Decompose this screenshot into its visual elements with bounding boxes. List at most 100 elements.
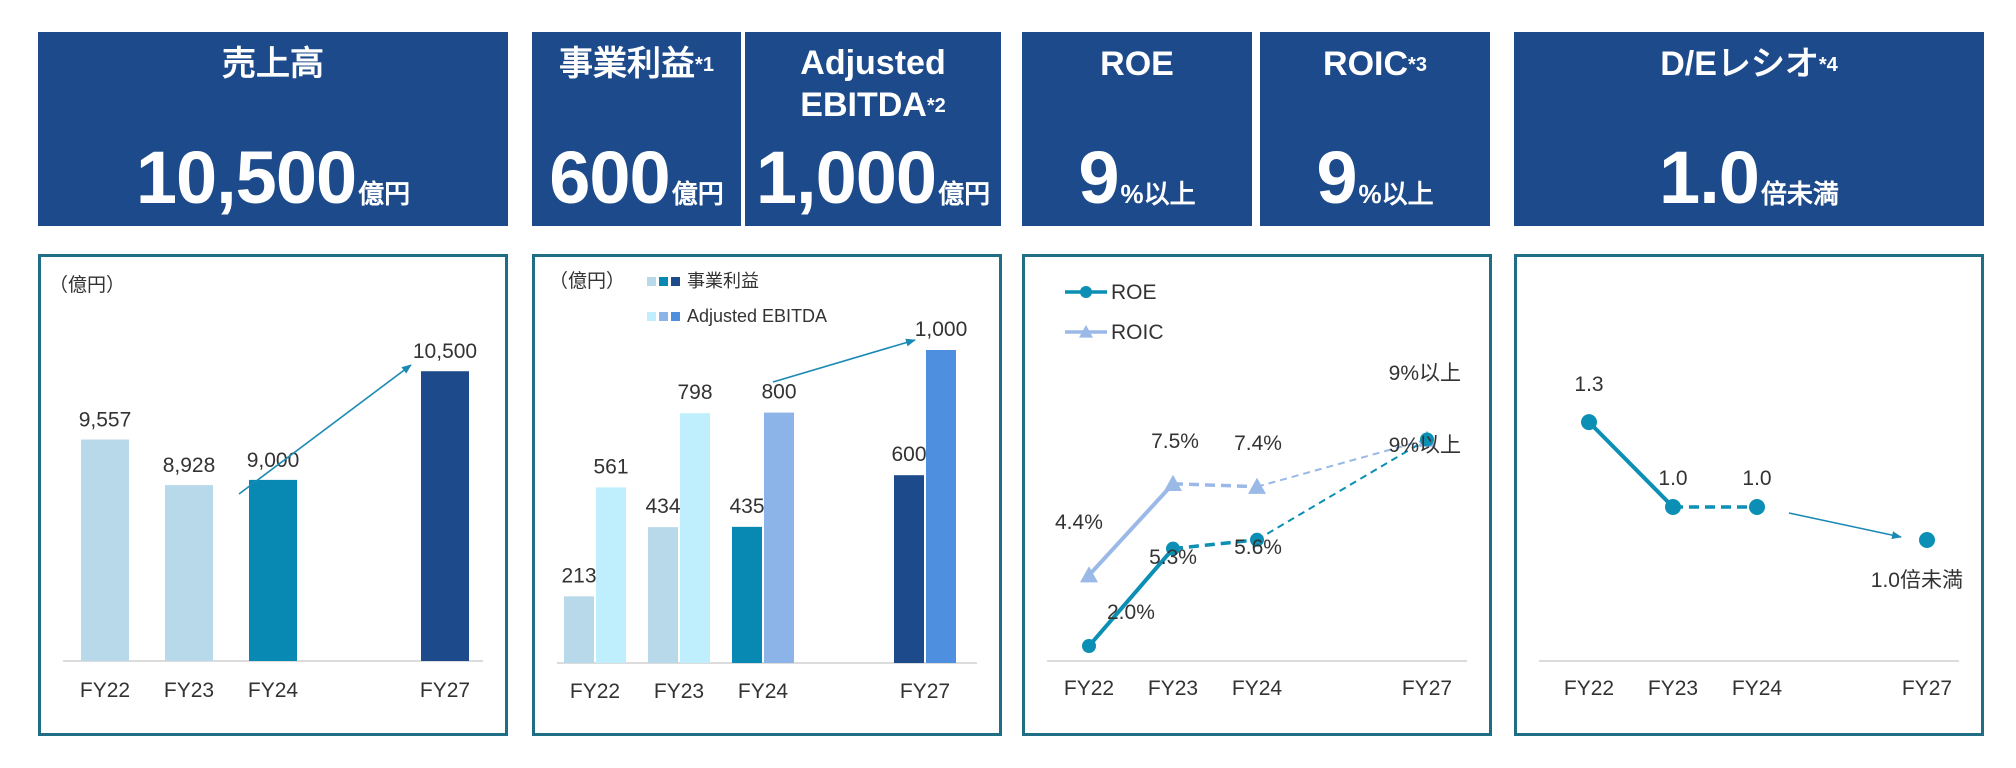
roic-point-FY23 (1164, 474, 1182, 491)
roe-value-label: 5.6% (1234, 536, 1282, 559)
de-target-arrow (1788, 512, 1902, 540)
profit-tick-label: FY23 (654, 680, 704, 703)
profit-value-label: 600 (891, 443, 926, 466)
kpi-de-box: D/Eレシオ*4 1.0倍未満 (1514, 32, 1984, 226)
profit-value-label: 434 (645, 495, 680, 518)
roic-value-label: 7.4% (1234, 432, 1282, 455)
profit-bar-FY24 (732, 526, 762, 663)
profit-bar-FY22 (564, 596, 594, 663)
kpi-roic-box: ROIC*3 9%以上 (1260, 32, 1490, 226)
de-tick-label: FY27 (1902, 677, 1952, 700)
legend-label-roic: ROIC (1111, 321, 1164, 344)
legend-label-roe: ROE (1111, 281, 1157, 304)
kpi-op-value: 600億円 (549, 136, 724, 219)
roe-tick-label: FY24 (1232, 677, 1283, 700)
roic-line-plan (1172, 482, 1258, 489)
de-value-label: 1.0倍未満 (1871, 569, 1963, 592)
roe-point-FY23 (1166, 541, 1180, 556)
roe-point-FY24 (1250, 532, 1264, 547)
sales-tick-label: FY23 (164, 679, 214, 702)
roic-line-target (1256, 438, 1428, 488)
roic-value-label: 4.4% (1055, 511, 1103, 534)
sales-value-label: 10,500 (413, 340, 477, 363)
sales-bar-FY22 (81, 439, 129, 661)
sales-unit-label: （億円） (49, 274, 125, 296)
roe-roic-chart-panel: ROE ROIC 4.4% 7.5% 7.4% 9%以上 2.0% 5.3% 5.6% 9%以上 F… (1022, 254, 1492, 736)
sales-chart: （億円） 9,557 FY22 8,928 FY23 9,000 FY24 10,500 FY2… (49, 274, 483, 702)
roe-tick-label: FY27 (1402, 677, 1452, 700)
ebitda-bar-FY23 (680, 413, 710, 663)
kpi-ebitda-value: 1,000億円 (755, 136, 991, 219)
ebitda-bar-FY24 (764, 412, 794, 663)
ebitda-value-label: 1,000 (915, 318, 968, 341)
legend-swatch-op-fy24 (659, 277, 668, 286)
roic-value-label: 9%以上 (1389, 362, 1461, 385)
sales-bar-FY24 (249, 479, 297, 661)
roe-point-FY27 (1420, 432, 1434, 447)
ebitda-value-label: 798 (677, 381, 712, 404)
sales-tick-label: FY22 (80, 679, 130, 702)
legend-label-ebitda: Adjusted EBITDA (687, 306, 827, 326)
profit-ebitda-chart: （億円） 事業利益 Adjusted EBITDA 213 561 FY22 434 798 F… (549, 270, 977, 703)
kpi-roe-box: ROE 9%以上 (1022, 32, 1252, 226)
kpi-ebitda-box: Adjusted EBITDA*2 1,000億円 (745, 32, 1001, 226)
kpi-roe-value: 9%以上 (1078, 136, 1196, 219)
roe-tick-label: FY23 (1148, 677, 1198, 700)
legend-swatch-eb-fy24 (659, 312, 668, 321)
profit-unit-label: （億円） (549, 270, 625, 292)
kpi-roic-title: ROIC*3 (1323, 45, 1427, 83)
kpi-op-title: 事業利益*1 (559, 45, 714, 83)
roe-line-target (1256, 438, 1428, 541)
profit-tick-label: FY27 (900, 680, 950, 703)
roe-value-label: 2.0% (1107, 601, 1155, 624)
roe-value-label: 5.3% (1149, 546, 1197, 569)
roe-point-FY22 (1082, 639, 1096, 653)
roic-line-actual (1087, 482, 1175, 577)
de-chart-panel: 1.3 1.0 1.0 1.0倍未満 FY22 FY23 FY24 FY27 (1514, 254, 1984, 736)
de-tick-label: FY23 (1648, 677, 1698, 700)
profit-value-label: 435 (729, 495, 764, 518)
kpi-op-box: 事業利益*1 600億円 (532, 32, 741, 226)
de-point-FY27 (1919, 532, 1935, 548)
de-tick-label: FY22 (1564, 677, 1614, 700)
sales-bar-FY23 (165, 485, 213, 661)
kpi-roic-value: 9%以上 (1316, 136, 1434, 219)
de-value-label: 1.0 (1658, 467, 1687, 490)
de-point-FY22 (1581, 414, 1597, 431)
sales-chart-panel: （億円） 9,557 FY22 8,928 FY23 9,000 FY24 10,500 FY2… (38, 254, 508, 736)
ebitda-growth-arrow (772, 338, 916, 383)
sales-value-label: 9,000 (247, 449, 300, 472)
roe-value-label: 9%以上 (1389, 434, 1461, 457)
sales-tick-label: FY24 (248, 679, 299, 702)
kpi-roe-title: ROE (1100, 45, 1174, 83)
sales-growth-arrow (238, 364, 412, 495)
roic-point-FY22 (1080, 566, 1098, 583)
kpi-sales-value: 10,500億円 (135, 136, 411, 219)
sales-tick-label: FY27 (420, 679, 470, 702)
de-value-label: 1.3 (1574, 373, 1603, 396)
profit-tick-label: FY24 (738, 680, 789, 703)
roic-point-FY24 (1248, 477, 1266, 494)
ebitda-bar-FY22 (596, 487, 626, 663)
kpi-de-value: 1.0倍未満 (1659, 136, 1839, 219)
sales-value-label: 9,557 (79, 409, 132, 432)
roe-roic-chart: ROE ROIC 4.4% 7.5% 7.4% 9%以上 2.0% 5.3% 5.6% 9%以上 F… (1047, 281, 1467, 700)
roic-value-label: 7.5% (1151, 430, 1199, 453)
de-ratio-chart: 1.3 1.0 1.0 1.0倍未満 FY22 FY23 FY24 FY27 (1539, 373, 1963, 700)
ebitda-value-label: 800 (761, 381, 796, 404)
legend-marker-roe (1080, 286, 1092, 298)
legend-swatch-eb-fy27 (671, 312, 680, 321)
kpi-ebitda-title: Adjusted EBITDA*2 (800, 44, 946, 124)
profit-bar-FY27 (894, 475, 924, 663)
de-value-label: 1.0 (1742, 467, 1771, 490)
de-line-actual (1587, 420, 1675, 509)
de-point-FY24 (1749, 499, 1765, 515)
legend-swatch-op-fy27 (671, 277, 680, 286)
profit-bar-FY23 (648, 527, 678, 663)
legend-swatch-op-fy22 (647, 277, 656, 286)
ebitda-value-label: 561 (593, 455, 628, 478)
kpi-de-title: D/Eレシオ*4 (1660, 45, 1838, 83)
legend-label-op: 事業利益 (687, 271, 759, 291)
profit-chart-panel: （億円） 事業利益 Adjusted EBITDA 213 561 FY22 434 798 F… (532, 254, 1002, 736)
ebitda-bar-FY27 (926, 350, 956, 663)
